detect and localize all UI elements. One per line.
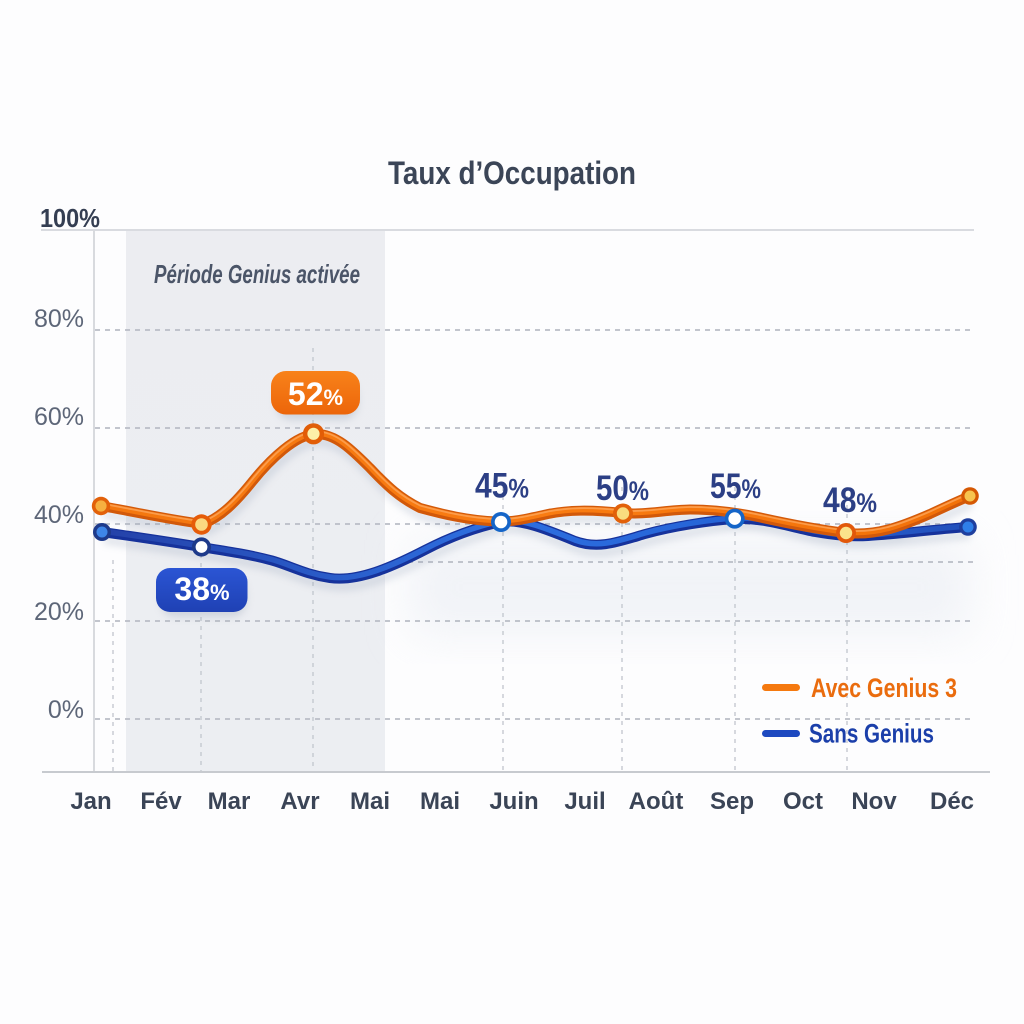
svg-text:55%: 55% <box>710 467 761 506</box>
svg-text:50%: 50% <box>596 469 649 508</box>
svg-text:38%: 38% <box>174 571 229 607</box>
svg-text:52%: 52% <box>288 376 343 412</box>
svg-text:80%: 80% <box>34 305 84 333</box>
svg-text:Août: Août <box>629 788 684 815</box>
svg-text:Mai: Mai <box>350 788 390 815</box>
svg-text:Jan: Jan <box>70 788 111 815</box>
svg-text:Avec Genius 3: Avec Genius 3 <box>811 673 957 703</box>
svg-text:Mai: Mai <box>420 788 460 815</box>
svg-text:60%: 60% <box>34 403 84 431</box>
svg-text:Sans Genius: Sans Genius <box>809 719 934 749</box>
svg-text:Juil: Juil <box>564 788 605 815</box>
svg-text:Taux d’Occupation: Taux d’Occupation <box>388 155 636 191</box>
svg-text:48%: 48% <box>823 481 877 520</box>
svg-text:Mar: Mar <box>208 788 251 815</box>
svg-text:Déc: Déc <box>930 788 974 815</box>
svg-text:45%: 45% <box>475 467 529 506</box>
svg-text:40%: 40% <box>34 501 84 529</box>
svg-text:Nov: Nov <box>851 788 897 815</box>
svg-text:100%: 100% <box>40 203 100 233</box>
svg-text:20%: 20% <box>34 598 84 626</box>
svg-text:Avr: Avr <box>280 788 319 815</box>
svg-text:Sep: Sep <box>710 788 754 815</box>
svg-text:Juin: Juin <box>489 788 538 815</box>
svg-text:0%: 0% <box>48 696 84 724</box>
svg-text:Oct: Oct <box>783 788 823 815</box>
svg-text:Fév: Fév <box>140 788 182 815</box>
svg-text:Période Genius activée: Période Genius activée <box>154 259 360 289</box>
